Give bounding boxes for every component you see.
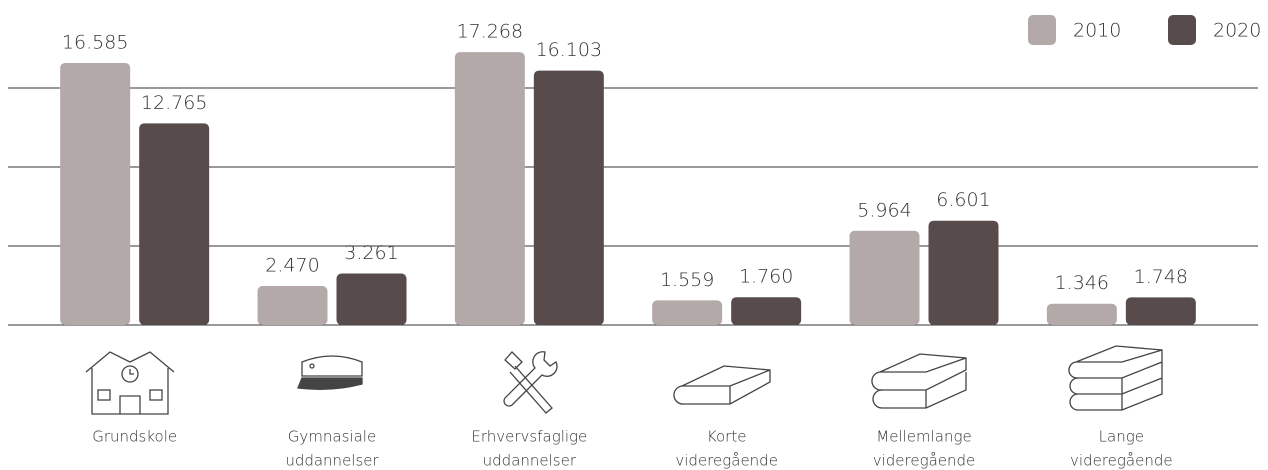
icon-book-1 xyxy=(673,365,771,405)
legend-label: 2020 xyxy=(1213,20,1261,42)
bar xyxy=(139,123,210,325)
legend-swatch xyxy=(1168,15,1196,45)
value-label: 2.470 xyxy=(265,254,319,276)
bar xyxy=(849,230,920,325)
value-label: 1.346 xyxy=(1055,272,1109,294)
bar xyxy=(257,285,328,325)
value-label: 1.748 xyxy=(1134,266,1188,288)
icon-books-2 xyxy=(871,353,967,409)
value-label: 12.765 xyxy=(141,92,207,114)
bar xyxy=(652,300,723,325)
value-label: 1.760 xyxy=(739,266,793,288)
value-label: 16.103 xyxy=(536,39,602,61)
x-tick-label: Korte xyxy=(707,428,747,446)
bar xyxy=(1046,303,1117,325)
legend-swatch xyxy=(1028,15,1056,45)
x-tick-label: Lange xyxy=(1099,428,1144,446)
bar xyxy=(336,273,407,325)
bar xyxy=(928,220,999,325)
value-label: 16.585 xyxy=(62,31,128,53)
value-label: 3.261 xyxy=(344,242,398,264)
bar xyxy=(533,70,604,325)
value-label: 1.559 xyxy=(660,269,714,291)
value-label: 5.964 xyxy=(857,199,911,221)
x-tick-label: videregående xyxy=(1070,452,1173,470)
x-tick-label: uddannelser xyxy=(483,452,577,470)
x-tick-label: Mellemlange xyxy=(876,428,971,446)
x-tick-label: videregående xyxy=(873,452,976,470)
x-tick-label: videregående xyxy=(675,452,778,470)
icon-tools xyxy=(503,351,558,414)
icons xyxy=(85,345,1163,415)
x-tick-label: uddannelser xyxy=(285,452,379,470)
value-label: 17.268 xyxy=(457,21,523,43)
icon-school xyxy=(85,351,175,415)
x-tick-label: Grundskole xyxy=(92,428,177,446)
legend-label: 2010 xyxy=(1073,20,1121,42)
x-tick-label: Erhvervsfaglige xyxy=(471,428,587,446)
icon-cap xyxy=(297,355,363,390)
bar xyxy=(1125,297,1196,325)
bar xyxy=(454,52,525,326)
bar xyxy=(60,62,131,325)
value-label: 6.601 xyxy=(936,189,990,211)
bar xyxy=(731,297,802,325)
icon-books-3 xyxy=(1068,345,1163,411)
x-tick-label: Gymnasiale xyxy=(288,428,376,446)
